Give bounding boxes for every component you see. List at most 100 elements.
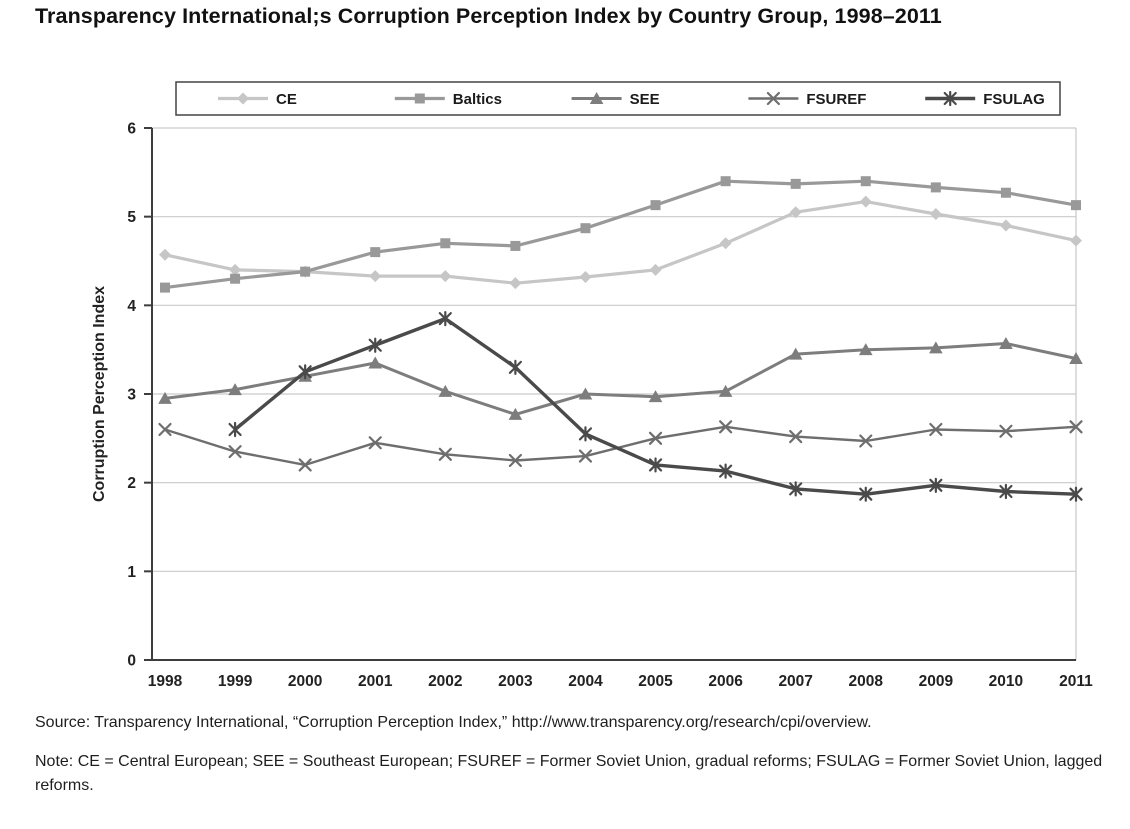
x-tick-label: 2002 — [428, 673, 462, 690]
marker-diamond — [439, 270, 452, 283]
marker-triangle — [999, 336, 1013, 349]
marker-x — [368, 436, 382, 450]
marker-triangle — [648, 390, 663, 403]
marker-square — [510, 240, 521, 251]
marker-diamond — [929, 208, 942, 221]
legend-item-SEE: SEE — [571, 91, 660, 108]
series-FSULAG — [228, 311, 1083, 502]
x-tick-label: 2005 — [638, 673, 673, 690]
marker-diamond — [579, 270, 592, 283]
y-tick-label: 6 — [127, 121, 136, 138]
marker-square — [440, 238, 451, 249]
legend-label-FSULAG: FSULAG — [983, 91, 1045, 108]
marker-triangle — [1069, 352, 1083, 365]
legend-label-CE: CE — [276, 91, 297, 108]
series-line-SEE — [163, 342, 1078, 416]
marker-square — [930, 182, 941, 193]
marker-asterisk — [719, 463, 733, 479]
x-tick-label: 2000 — [288, 673, 322, 690]
marker-diamond — [999, 219, 1012, 232]
x-tick-label: 2010 — [989, 673, 1023, 690]
marker-diamond — [509, 277, 522, 290]
series-FSUREF — [158, 420, 1083, 472]
marker-triangle — [578, 387, 593, 400]
marker-diamond — [719, 237, 732, 250]
marker-square — [720, 176, 731, 187]
x-tick-label: 2004 — [568, 673, 603, 690]
chart-title: Transparency International;s Corruption … — [35, 4, 942, 28]
marker-x — [648, 431, 663, 445]
x-tick-label: 2003 — [498, 673, 533, 690]
marker-triangle — [368, 356, 383, 369]
marker-asterisk — [438, 311, 452, 327]
marker-diamond — [1070, 234, 1082, 247]
marker-x — [789, 429, 803, 444]
legend-box — [175, 81, 1061, 116]
legend-label-FSUREF: FSUREF — [806, 91, 866, 108]
marker-asterisk — [943, 90, 957, 107]
x-tick-label: 2001 — [358, 673, 393, 690]
marker-x — [578, 449, 593, 463]
marker-square — [370, 247, 381, 258]
x-tick-label: 2009 — [919, 673, 954, 690]
marker-square — [580, 223, 591, 234]
x-tick-label: 2007 — [778, 673, 812, 690]
marker-square — [790, 178, 801, 189]
cpi-line-chart: 0 1 2 3 4 5 6 1998 1999 2000 2001 2002 2003 2004 2005 2… — [91, 81, 1093, 690]
marker-square — [414, 93, 425, 104]
marker-x — [158, 422, 172, 437]
legend-item-CE: CE — [218, 91, 297, 108]
legend-label-SEE: SEE — [630, 91, 660, 108]
marker-x — [859, 434, 873, 448]
y-tick-label: 3 — [127, 387, 136, 404]
y-tick-label: 4 — [127, 298, 136, 315]
series-Baltics — [160, 176, 1081, 293]
marker-x — [719, 420, 733, 434]
marker-diamond — [859, 195, 872, 208]
y-tick-label: 2 — [127, 475, 136, 492]
y-tick-label: 5 — [127, 209, 136, 226]
x-tick-label: 2008 — [849, 673, 884, 690]
marker-asterisk — [578, 426, 593, 442]
marker-asterisk — [789, 481, 803, 497]
legend-label-Baltics: Baltics — [453, 91, 502, 108]
series-line-FSUREF — [163, 425, 1078, 467]
series-CE — [159, 195, 1082, 290]
marker-asterisk — [929, 477, 943, 493]
marker-square — [650, 200, 661, 211]
marker-square — [860, 176, 871, 187]
marker-square — [230, 273, 241, 284]
marker-x — [766, 91, 780, 106]
marker-square — [1071, 200, 1081, 211]
marker-diamond — [229, 263, 242, 276]
x-tick-label: 1998 — [148, 673, 183, 690]
marker-asterisk — [508, 359, 522, 375]
marker-diamond — [159, 248, 171, 261]
marker-triangle — [718, 384, 733, 397]
y-tick-label: 1 — [127, 564, 136, 581]
marker-x — [999, 424, 1013, 438]
x-tick-label: 2006 — [708, 673, 743, 690]
marker-square — [1000, 187, 1011, 198]
series-SEE — [158, 336, 1083, 420]
x-tick-label: 1999 — [218, 673, 253, 690]
legend-item-FSULAG: FSULAG — [925, 90, 1045, 108]
series-line-CE — [163, 200, 1078, 285]
y-tick-label: 0 — [127, 653, 136, 670]
marker-x — [1069, 420, 1083, 434]
marker-triangle — [228, 383, 242, 396]
marker-x — [298, 458, 312, 472]
marker-asterisk — [368, 337, 382, 353]
source-text: Source: Transparency International, “Cor… — [35, 714, 872, 731]
marker-triangle — [158, 391, 172, 404]
marker-triangle — [589, 92, 604, 104]
note-text: Note: CE = Central European; SEE = South… — [35, 753, 1103, 794]
marker-diamond — [789, 206, 802, 219]
marker-asterisk — [648, 457, 663, 473]
y-axis-title: Corruption Perception Index — [91, 286, 108, 502]
marker-diamond — [237, 92, 249, 105]
marker-asterisk — [859, 486, 873, 502]
marker-asterisk — [999, 483, 1013, 500]
marker-x — [929, 422, 943, 437]
